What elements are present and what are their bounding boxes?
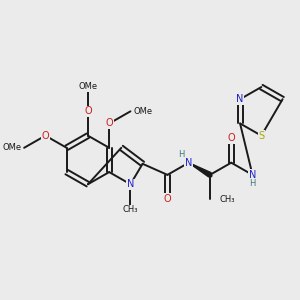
Text: N: N: [185, 158, 192, 168]
Text: O: O: [105, 118, 113, 128]
Text: OMe: OMe: [133, 107, 152, 116]
Text: N: N: [127, 179, 134, 189]
Text: O: O: [42, 130, 49, 141]
Text: CH₃: CH₃: [123, 206, 138, 214]
Text: S: S: [258, 130, 264, 141]
Text: O: O: [227, 134, 235, 143]
Text: O: O: [84, 106, 92, 116]
Text: N: N: [236, 94, 244, 104]
Text: OMe: OMe: [2, 143, 21, 152]
Text: N: N: [249, 170, 256, 180]
Text: H: H: [249, 179, 256, 188]
Text: O: O: [164, 194, 171, 204]
Polygon shape: [189, 163, 211, 177]
Text: OMe: OMe: [78, 82, 98, 91]
Text: H: H: [178, 150, 184, 159]
Text: CH₃: CH₃: [220, 195, 235, 204]
